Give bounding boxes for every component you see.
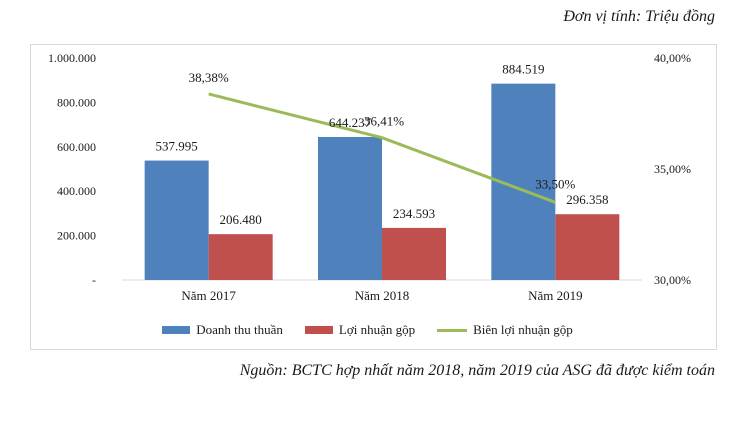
bar-data-label: 206.480 xyxy=(220,212,262,227)
y-tick-label: 400.000 xyxy=(57,184,96,198)
legend-label-gross-profit: Lợi nhuận gộp xyxy=(338,322,416,337)
y-tick-label: 800.000 xyxy=(57,95,96,109)
line-data-label: 33,50% xyxy=(535,176,575,191)
y-tick-label: 200.000 xyxy=(57,229,96,243)
y-tick-label: - xyxy=(92,273,96,287)
legend-item-gross-margin: Biên lợi nhuận gộp xyxy=(437,322,573,338)
bar-data-label: 234.593 xyxy=(393,206,435,221)
bar-data-label: 644.237 xyxy=(329,115,372,130)
chart-line xyxy=(208,92,556,204)
bar-data-label: 884.519 xyxy=(502,62,544,77)
legend-swatch-gross-profit xyxy=(304,326,333,334)
unit-label: Đơn vị tính: Triệu đồng xyxy=(563,8,715,25)
gross-margin-line xyxy=(208,92,556,204)
bar-gross-profit xyxy=(555,214,620,280)
bar-revenue xyxy=(144,160,209,280)
chart-legend: Doanh thu thuần Lợi nhuận gộp Biên lợi n… xyxy=(0,322,735,338)
legend-swatch-revenue xyxy=(162,326,191,334)
x-tick-label: Năm 2017 xyxy=(181,288,236,303)
chart-frame xyxy=(30,44,717,350)
y2-tick-label: 35,00% xyxy=(654,162,691,176)
chart-axes: - 200.000 400.000 600.000 800.000 1.000.000 30… xyxy=(48,51,691,303)
line-data-label: 38,38% xyxy=(189,70,229,85)
y-tick-label: 600.000 xyxy=(57,140,96,154)
y2-tick-label: 30,00% xyxy=(654,273,691,287)
chart-labels: 537.995 644.237 884.519 206.480 234.593 296.3… xyxy=(156,62,609,228)
bar-data-label: 296.358 xyxy=(566,192,608,207)
y-tick-label: 1.000.000 xyxy=(48,51,96,65)
legend-label-revenue: Doanh thu thuần xyxy=(196,322,283,337)
line-data-label: 36,41% xyxy=(364,114,404,129)
bar-revenue xyxy=(318,136,382,280)
legend-swatch-gross-margin xyxy=(437,328,468,332)
legend-item-gross-profit: Lợi nhuận gộp xyxy=(304,322,416,338)
x-tick-label: Năm 2018 xyxy=(355,288,410,303)
bar-data-label: 537.995 xyxy=(156,139,198,154)
legend-item-revenue: Doanh thu thuần xyxy=(162,322,283,338)
legend-label-gross-margin: Biên lợi nhuận gộp xyxy=(473,322,573,337)
x-tick-label: Năm 2019 xyxy=(528,288,583,303)
bar-gross-profit xyxy=(382,227,446,280)
y2-tick-label: 40,00% xyxy=(654,51,691,65)
source-note: Nguồn: BCTC hợp nhất năm 2018, năm 2019 … xyxy=(239,362,715,379)
bar-gross-profit xyxy=(208,234,273,280)
chart-bars xyxy=(144,83,620,280)
